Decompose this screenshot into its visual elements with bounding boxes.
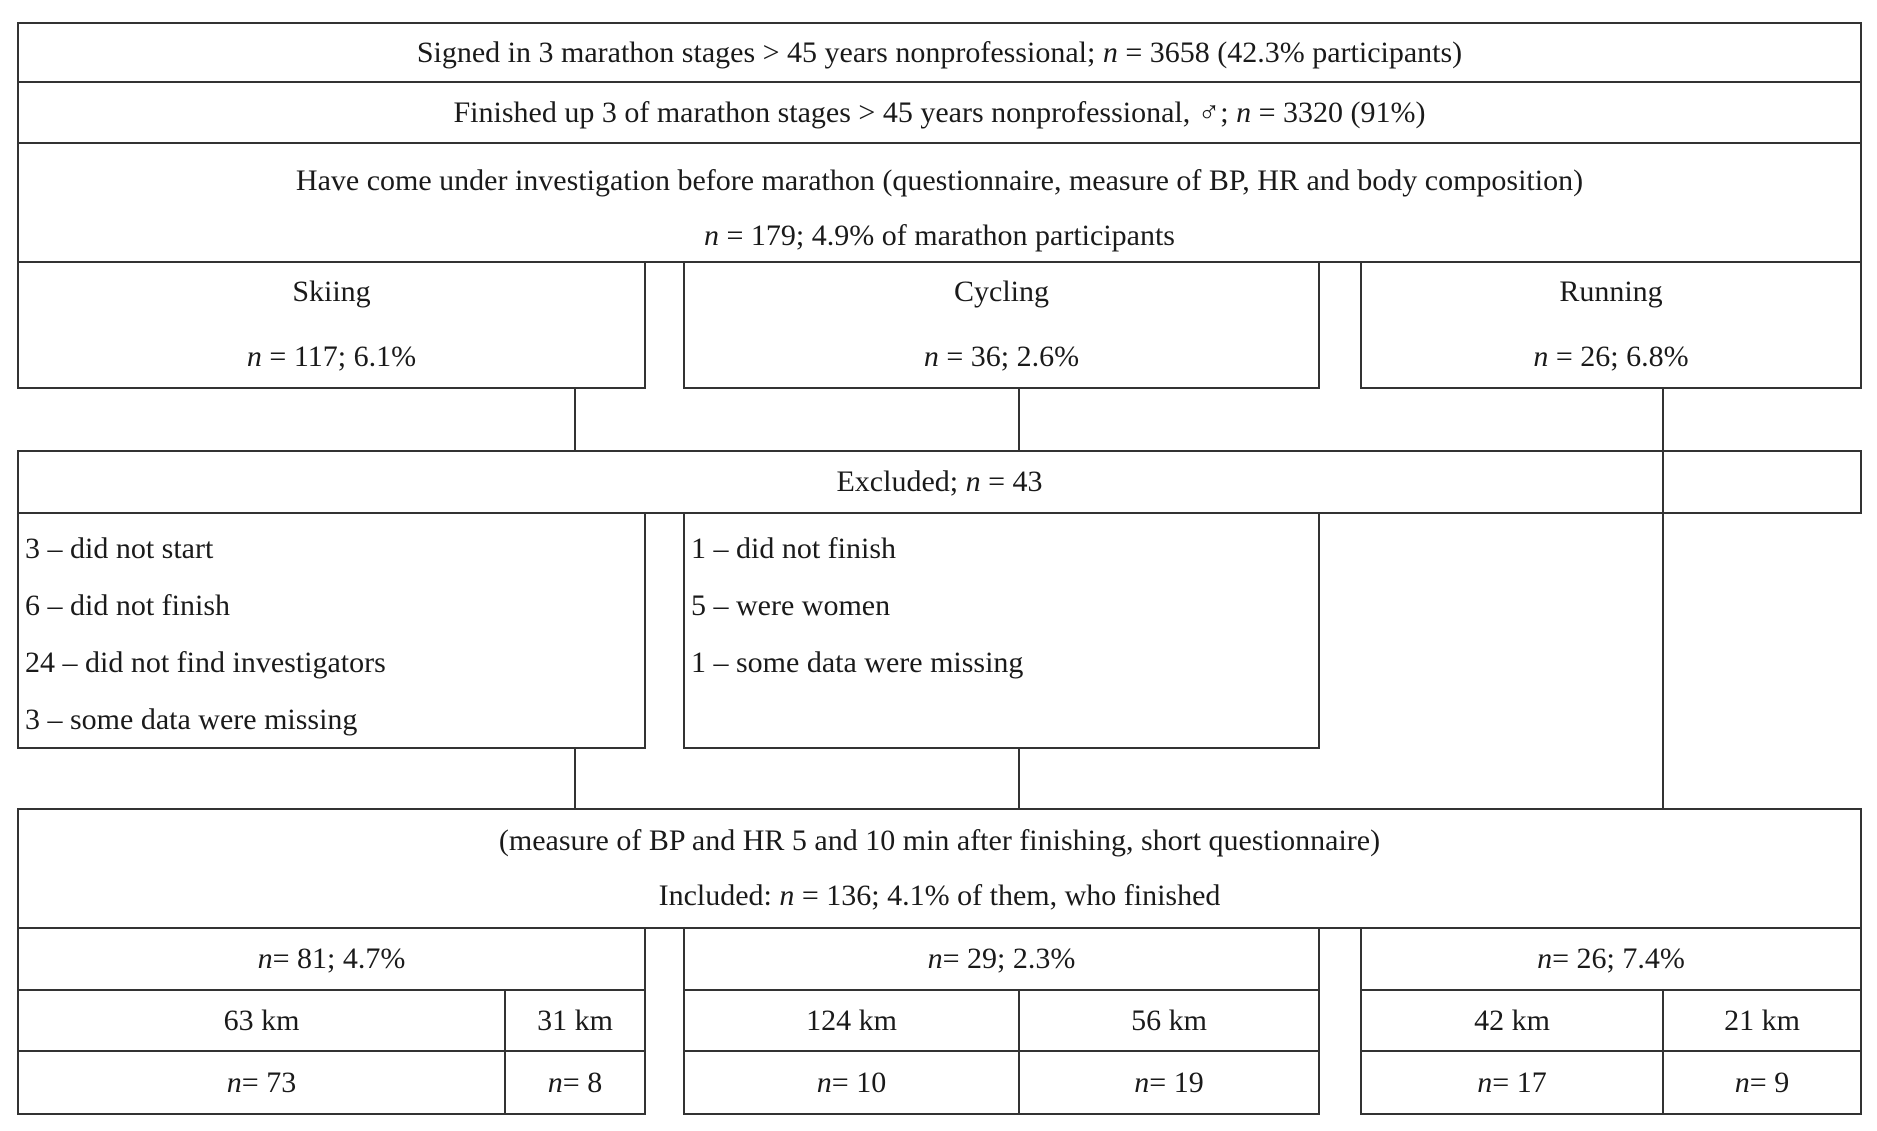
excluded-title: Excluded; n = 43: [836, 465, 1043, 498]
investigation-box: Have come under investigation before mar…: [17, 142, 1862, 263]
distance-cell: 63 km: [19, 989, 504, 1050]
running-box: Running n = 26; 6.8%: [1360, 261, 1862, 389]
cycling-connector-line: [1018, 387, 1020, 452]
excluded-reason: 1 – some data were missing: [691, 646, 1024, 679]
skiing-stats: n = 117; 6.1%: [246, 340, 417, 373]
cycling-stats: n = 36; 2.6%: [923, 340, 1080, 373]
running-distance-group: n = 26; 7.4% 42 km 21 km n = 17 n = 9: [1360, 927, 1862, 1115]
excluded-cycling-reasons-box: 1 – did not finish 5 – were women 1 – so…: [683, 512, 1320, 749]
included-lines: (measure of BP and HR 5 and 10 min after…: [19, 823, 1860, 914]
excluded-reason: 6 – did not finish: [25, 589, 231, 622]
cycling-distance-group: n = 29; 2.3% 124 km 56 km n = 10 n = 19: [683, 927, 1320, 1115]
included-line2: Included: n = 136; 4.1% of them, who fin…: [658, 879, 1221, 912]
skiing-box: Skiing n = 117; 6.1%: [17, 261, 646, 389]
investigation-line1: Have come under investigation before mar…: [295, 164, 1584, 197]
distance-cell: 124 km: [685, 989, 1018, 1050]
distance-cell: 42 km: [1362, 989, 1662, 1050]
skiing-distance-group: n = 81; 4.7% 63 km 31 km n = 73 n = 8: [17, 927, 646, 1115]
count-cell: n = 10: [685, 1050, 1018, 1113]
group-total: n = 26; 7.4%: [1537, 942, 1685, 975]
skiing-lower-connector-line: [574, 747, 576, 810]
count-cell: n = 19: [1018, 1050, 1318, 1113]
group-total: n = 81; 4.7%: [257, 942, 406, 975]
investigation-lines: Have come under investigation before mar…: [19, 163, 1860, 254]
signed-in-box: Signed in 3 marathon stages > 45 years n…: [17, 22, 1862, 83]
count-cell: n = 8: [504, 1050, 644, 1113]
distance-cell: 56 km: [1018, 989, 1318, 1050]
count-cell: n = 17: [1362, 1050, 1662, 1113]
investigation-line2: n = 179; 4.9% of marathon participants: [704, 219, 1175, 252]
cycling-box: Cycling n = 36; 2.6%: [683, 261, 1320, 389]
running-stats: n = 26; 6.8%: [1533, 340, 1689, 373]
signed-in-text: Signed in 3 marathon stages > 45 years n…: [416, 35, 1463, 69]
skiing-label: Skiing: [292, 275, 371, 308]
excluded-skiing-reasons-box: 3 – did not start 6 – did not finish 24 …: [17, 512, 646, 749]
excluded-reason: 3 – did not start: [25, 532, 214, 565]
distance-cell: 31 km: [504, 989, 644, 1050]
running-label: Running: [1559, 275, 1663, 308]
included-line1: (measure of BP and HR 5 and 10 min after…: [498, 824, 1381, 857]
finished-text: Finished up 3 of marathon stages > 45 ye…: [453, 95, 1426, 129]
distance-cell: 21 km: [1662, 989, 1860, 1050]
cycling-label: Cycling: [954, 275, 1049, 308]
excluded-reason: 1 – did not finish: [691, 532, 897, 565]
group-total: n = 29; 2.3%: [927, 942, 1076, 975]
excluded-reason: 5 – were women: [691, 589, 891, 622]
included-box: (measure of BP and HR 5 and 10 min after…: [17, 808, 1862, 929]
excluded-reason: 3 – some data were missing: [25, 703, 358, 736]
count-cell: n = 73: [19, 1050, 504, 1113]
excluded-reason: 24 – did not find investigators: [25, 646, 386, 679]
running-connector-line: [1662, 387, 1664, 810]
cycling-lower-connector-line: [1018, 747, 1020, 810]
excluded-header-box: Excluded; n = 43: [17, 450, 1862, 514]
finished-box: Finished up 3 of marathon stages > 45 ye…: [17, 81, 1862, 144]
count-cell: n = 9: [1662, 1050, 1860, 1113]
skiing-connector-line: [574, 387, 576, 452]
